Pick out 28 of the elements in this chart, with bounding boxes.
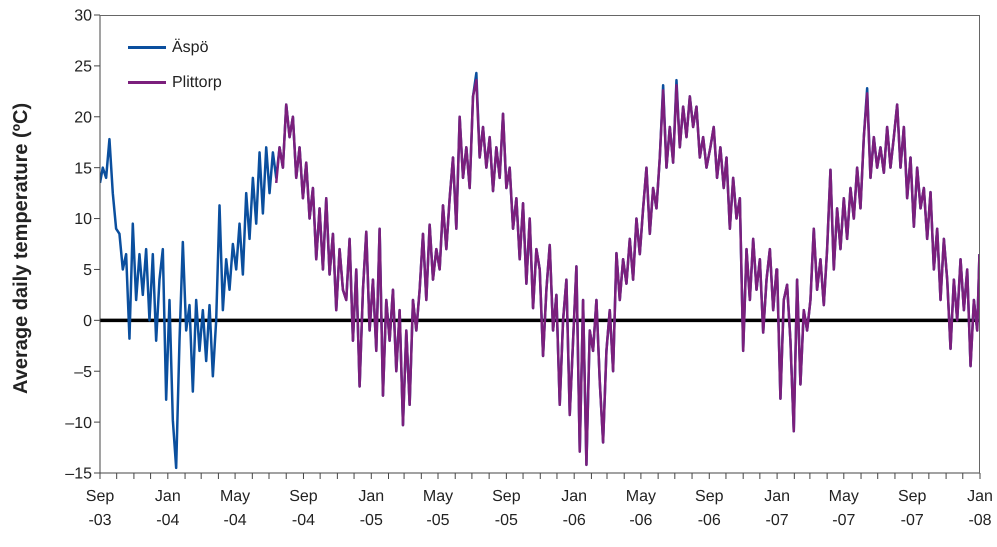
x-tick-label: May -05 xyxy=(422,488,454,529)
y-tick-label: –15 xyxy=(65,466,92,483)
y-tick-label: 10 xyxy=(74,211,92,228)
x-tick-label: Sep -04 xyxy=(289,488,318,529)
line-series xyxy=(274,78,980,466)
y-axis-title: Average daily temperature (ºC) xyxy=(10,102,32,394)
x-tick-label: May -04 xyxy=(220,488,250,529)
legend-label: Äspö xyxy=(172,38,208,56)
y-tick-label: 30 xyxy=(74,8,92,25)
y-tick-label: 15 xyxy=(74,160,92,178)
x-tick-label: Jan -04 xyxy=(154,488,181,529)
x-tick-label: Sep -03 xyxy=(86,488,114,529)
x-tick-label: May -06 xyxy=(626,488,656,529)
y-tick-label: –5 xyxy=(74,364,92,381)
x-tick-label: Jan -05 xyxy=(358,488,384,529)
x-tick-label: Jan -07 xyxy=(764,488,790,529)
x-tick-label: Sep -06 xyxy=(695,488,724,529)
x-tick-label: Sep -05 xyxy=(492,488,521,529)
y-tick-label: –10 xyxy=(65,414,92,432)
x-tick-label: Sep -07 xyxy=(898,488,927,529)
x-tick-label: Jan -06 xyxy=(561,488,588,529)
x-tick-label: Jan -08 xyxy=(967,488,993,529)
y-tick-label: 20 xyxy=(74,109,92,126)
y-tick-label: 25 xyxy=(74,58,92,76)
legend-label: Plittorp xyxy=(172,74,222,92)
y-tick-label: 5 xyxy=(83,262,92,280)
y-tick-label: 0 xyxy=(83,313,92,330)
x-tick-label: May -07 xyxy=(828,488,859,529)
